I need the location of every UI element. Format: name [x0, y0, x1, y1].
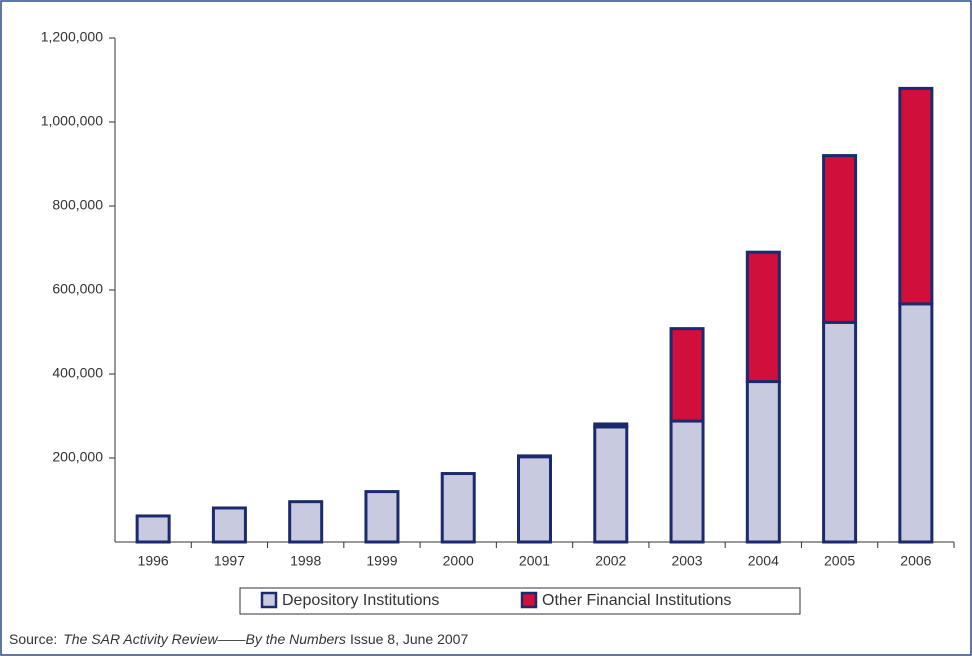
y-tick-label: 400,000 — [52, 365, 103, 381]
legend-box — [239, 587, 801, 615]
x-tick-label: 2005 — [824, 553, 855, 569]
bar-segment — [822, 154, 858, 324]
legend-label: Depository Institutions — [282, 592, 439, 609]
legend-swatch — [520, 591, 538, 609]
source-title: The SAR Activity Review——By the Numbers — [63, 631, 346, 647]
x-tick-label: 2003 — [671, 553, 702, 569]
x-tick-label: 1997 — [214, 553, 245, 569]
bar-segment — [288, 500, 324, 544]
bar-segment — [898, 302, 934, 544]
x-tick-label: 1996 — [138, 553, 169, 569]
bar-segment — [745, 250, 781, 384]
y-tick-label: 1,200,000 — [41, 29, 103, 45]
bar-segment — [364, 490, 400, 544]
x-tick-label: 2002 — [595, 553, 626, 569]
bar-segment — [669, 419, 705, 544]
source: Source: The SAR Activity Review——By the N… — [9, 631, 468, 647]
x-tick-label: 1998 — [290, 553, 321, 569]
y-tick-label: 200,000 — [52, 449, 103, 465]
bar-segment — [669, 327, 705, 423]
x-tick-label: 2000 — [443, 553, 474, 569]
bar-segment — [211, 506, 247, 544]
y-tick-label: 800,000 — [52, 197, 103, 213]
bar-segment — [593, 425, 629, 544]
legend-label: Other Financial Institutions — [542, 592, 731, 609]
bar-segment — [898, 86, 934, 306]
bar-segment — [440, 472, 476, 544]
legend-swatch — [260, 591, 278, 609]
bar-segment — [593, 422, 629, 429]
bar-segment — [822, 320, 858, 544]
bar-segment — [517, 455, 552, 544]
bar-segment — [517, 454, 552, 459]
source-prefix: Source: — [9, 631, 57, 647]
x-tick-label: 1999 — [366, 553, 397, 569]
bar-segment — [135, 514, 171, 544]
x-tick-label: 2001 — [519, 553, 550, 569]
source-suffix: Issue 8, June 2007 — [350, 631, 469, 647]
x-tick-label: 2004 — [748, 553, 779, 569]
y-tick-label: 1,000,000 — [41, 113, 103, 129]
y-tick-label: 600,000 — [52, 281, 103, 297]
bar-segment — [745, 380, 781, 544]
x-tick-label: 2006 — [900, 553, 931, 569]
